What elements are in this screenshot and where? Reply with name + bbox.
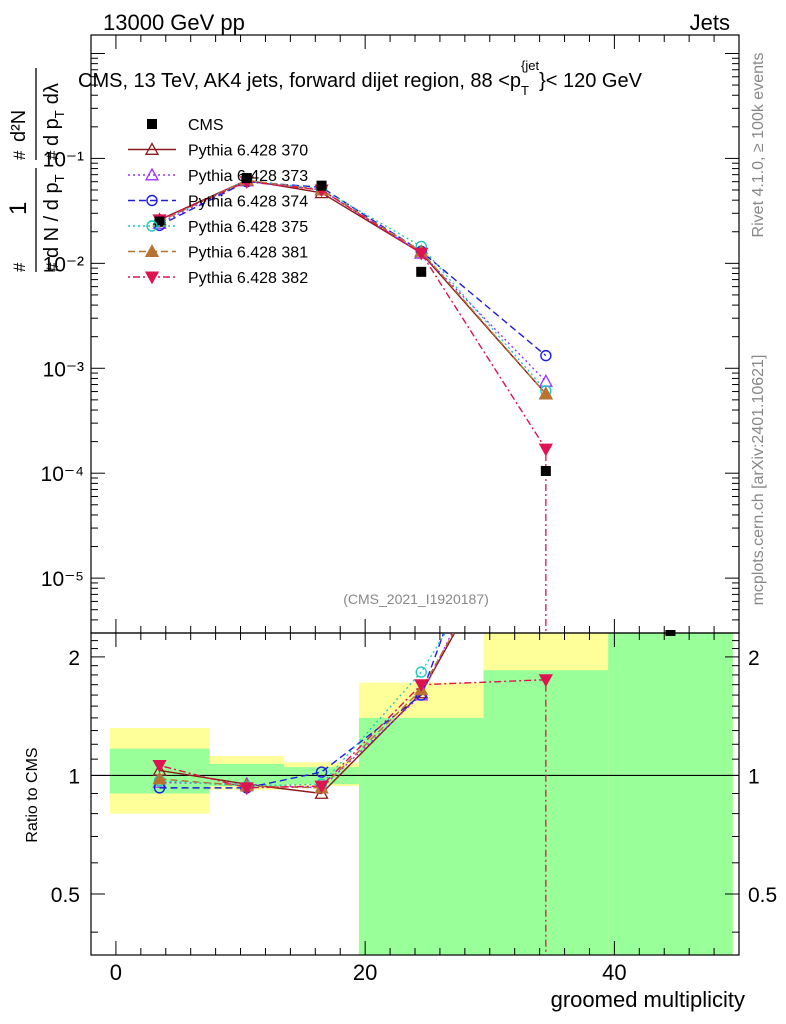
- legend-label-0: Pythia 6.428 370: [188, 143, 308, 160]
- ratio-tick-label-left-2: 2: [68, 647, 80, 670]
- legend-marker-1: [144, 167, 160, 181]
- legend: CMS Pythia 6.428 370 Pythia 6.428 373 Pythi…: [128, 117, 308, 287]
- legend-marker-0: [144, 142, 160, 155]
- cms-data-point-2: [316, 180, 327, 191]
- analysis-tag: (CMS_2021_I1920187): [343, 591, 489, 607]
- ylabel-d2N: d²N: [8, 110, 30, 142]
- ratio-line-0: [159, 633, 456, 795]
- ylabel-T1: T: [52, 174, 67, 182]
- series-line-2: [159, 180, 547, 357]
- legend-marker-cms: [147, 119, 157, 129]
- x-tick-label-2: 40: [602, 960, 626, 985]
- mcplots-label: mcplots.cern.ch [arXiv:2401.10621]: [750, 355, 767, 606]
- green-band-5: [608, 633, 733, 955]
- cms-data-point-0: [154, 216, 165, 227]
- ylabel-hash-2: #: [43, 262, 62, 272]
- axis-ticks: 0 20 40 10⁻⁵ 10⁻⁴ 10⁻³ 10⁻² 10⁻¹ 0.5 0.5 1 1 2 2: [41, 35, 777, 985]
- ratio-tick-label-left-1: 1: [68, 765, 80, 788]
- cms-data-point-3: [416, 266, 427, 277]
- series-layer: [152, 172, 676, 955]
- y-tick-label-1: 10⁻⁴: [41, 463, 84, 486]
- y-tick-label-0: 10⁻⁵: [41, 568, 84, 591]
- y-tick-label-2: 10⁻³: [43, 358, 84, 381]
- ratio-2-point-2: [315, 766, 328, 778]
- ratio-plot-series: [152, 633, 553, 955]
- ylabel-hash-1: #: [10, 262, 29, 272]
- ylabel-lambda: dλ: [41, 83, 63, 104]
- legend-marker-4: [144, 244, 160, 257]
- legend-label-3: Pythia 6.428 375: [188, 219, 308, 236]
- legend-label-1: Pythia 6.428 373: [188, 168, 308, 185]
- rivet-label: Rivet 4.1.0, ≥ 100k events: [750, 53, 767, 238]
- y-tick-label-3: 10⁻²: [43, 253, 84, 276]
- ylabel-dp-dl: d pTdλ: [41, 83, 67, 146]
- title-sub: T: [521, 83, 529, 98]
- ratio-line-4: [159, 633, 455, 789]
- legend-label-5: Pythia 6.428 382: [188, 270, 308, 287]
- legend-marker-3: [146, 220, 158, 232]
- legend-marker-2: [146, 194, 158, 207]
- ratio-line-5: [159, 679, 546, 789]
- y-tick-label-4: 10⁻¹: [43, 148, 84, 171]
- green-band-3: [358, 717, 484, 955]
- ratio-5-point-1: [239, 782, 254, 796]
- series-2-point-4: [540, 349, 552, 362]
- ylabel-T2: T: [52, 110, 67, 118]
- x-tick-label-1: 20: [353, 960, 377, 985]
- ylabel-one: 1: [5, 202, 32, 215]
- ratio-5-point-0: [152, 760, 167, 773]
- cms-data-point-5: [665, 630, 676, 636]
- ylabel-dp: d p: [41, 118, 63, 146]
- cms-data-point-4: [540, 465, 551, 476]
- title-close: }< 120 GeV: [539, 70, 643, 92]
- series-4-point-4: [538, 386, 553, 400]
- cms-data-point-1: [241, 173, 252, 184]
- legend-label-2: Pythia 6.428 374: [188, 194, 308, 211]
- series-1-point-4: [538, 374, 553, 387]
- y-axis-label: # 1 # d N / d pT # d²N # d pTdλ: [5, 68, 67, 272]
- series-5-point-3: [414, 247, 429, 261]
- ratio-ylabel: Ratio to CMS: [24, 747, 41, 842]
- legend-label-cms: CMS: [188, 117, 224, 134]
- ylabel-dN: d N / d p: [41, 182, 63, 258]
- series-line-0: [159, 179, 547, 395]
- ratio-tick-label-right-0: 0.5: [748, 884, 777, 907]
- ratio-tick-label-right-2: 2: [748, 647, 760, 670]
- ratio-5-point-2: [314, 780, 329, 794]
- x-tick-label-0: 0: [110, 960, 122, 985]
- chart-title: CMS, 13 TeV, AK4 jets, forward dijet reg…: [78, 58, 643, 98]
- legend-label-4: Pythia 6.428 381: [188, 245, 308, 262]
- main-plot-series: [152, 172, 553, 633]
- title-sup: {jet: [521, 58, 539, 73]
- ratio-tick-label-right-1: 1: [748, 765, 760, 788]
- title-main: CMS, 13 TeV, AK4 jets, forward dijet reg…: [78, 70, 521, 92]
- ylabel-hash-3: #: [10, 150, 29, 160]
- ratio-4-point-0: [152, 771, 167, 785]
- ratio-3-point-3: [415, 666, 427, 678]
- ylabel-dN-dp: d N / d pT: [41, 174, 67, 258]
- ratio-5-point-3: [414, 679, 429, 693]
- ylabel-hash-4: #: [43, 150, 62, 160]
- x-axis-label: groomed multiplicity: [551, 987, 745, 1012]
- header-right: Jets: [690, 10, 730, 35]
- ratio-line-2: [159, 633, 445, 789]
- legend-marker-5: [144, 271, 160, 285]
- ratio-tick-label-left-0: 0.5: [51, 884, 80, 907]
- ratio-bands: [91, 633, 739, 955]
- header-left: 13000 GeV pp: [103, 10, 245, 35]
